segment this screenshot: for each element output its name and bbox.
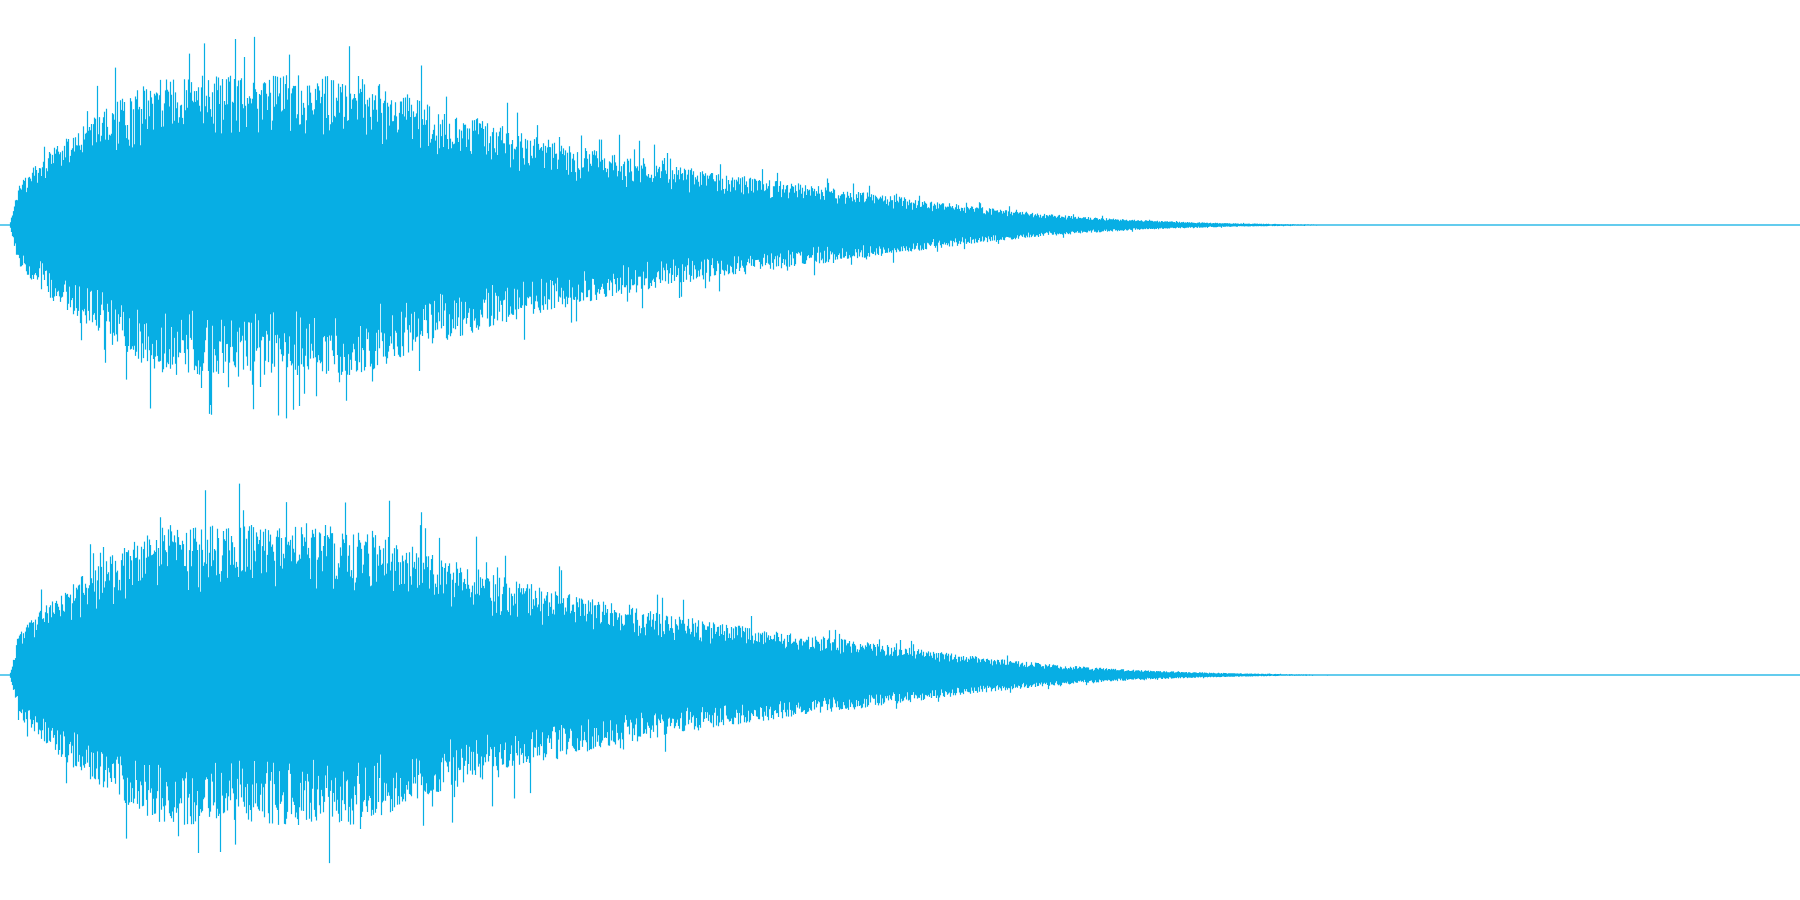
waveform-view [0, 36, 1800, 864]
page: {"waveform": {"color": "#07aee4"}} (() =… [0, 36, 1800, 864]
